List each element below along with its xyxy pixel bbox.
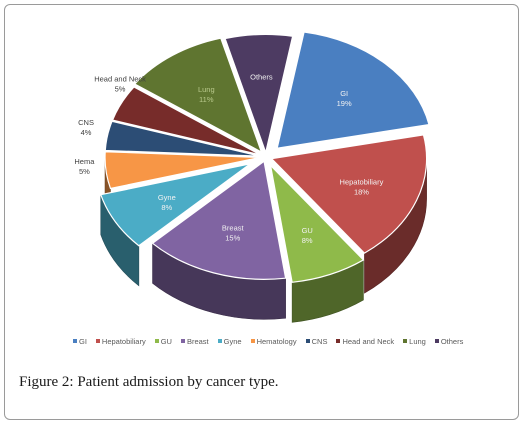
legend-swatch [403,339,408,343]
legend-label: CNS [311,336,328,346]
legend-swatch [434,339,439,343]
legend-label: GU [160,336,172,346]
legend-item-breast: Breast [180,336,209,346]
pie-value-lung: 11% [199,95,214,104]
legend-swatch [95,339,100,343]
legend-label: Breast [186,336,209,346]
legend-label: GI [79,336,87,346]
pie-slice-gyne [99,163,251,247]
pie-label-hema: Hema [74,157,95,166]
legend-item-hematology: Hematology [250,336,297,346]
pie-slice-hepatobiliary [270,134,428,254]
pie-slice-gi [276,31,430,149]
pie-slice-gu [269,163,365,283]
chart-legend: GI Hepatobiliary GU Breast Gyne Hematology CNS… [73,333,513,349]
pie-chart: GI19%Hepatobiliary18%GU8%Breast15%Gyne8%… [74,31,430,323]
pie-label-others: Others [250,72,273,81]
chart-panel: GI 19% Hepatobiliary 18% GU 8% Breast 15% Gyne 8%… [19,15,516,355]
pie-slice-head-and-neck [111,86,261,156]
legend-item-others: Others [434,336,464,346]
pie-label-gi: GI [340,89,348,98]
pie-value-gyne: 8% [161,203,172,212]
legend-item-head-and-neck: Head and Neck [336,337,394,346]
legend-item-gyne: Gyne [217,336,242,346]
legend-swatch [305,339,310,343]
pie-label-gyne: Gyne [158,193,176,202]
pie-value-breast: 15% [225,233,240,242]
pie-label-lung: Lung [198,85,215,94]
legend-swatch [73,339,77,343]
legend-label: Hepatobiliary [101,336,146,346]
pie-value-head-and-neck: 5% [115,85,126,94]
legend-swatch [217,339,222,343]
pie-value-hepatobiliary: 18% [354,188,369,197]
legend-swatch [250,339,255,343]
legend-label: Hematology [256,336,297,346]
legend-item-gi: GI [73,337,87,346]
pie-slice-others [224,33,294,155]
legend-swatch [180,339,185,343]
legend-swatch [336,339,341,343]
legend-label: Gyne [223,336,242,346]
legend-item-lung: Lung [403,337,426,346]
legend-item-cns: CNS [305,336,328,346]
legend-item-hepatobiliary: Hepatobiliary [95,336,146,346]
pie-value-gi: 19% [337,99,352,108]
pie-value-hema: 5% [79,167,90,176]
pie-slice-lung [133,37,263,154]
pie-label-head-and-neck: Head and Neck [94,75,146,84]
legend-label: Lung [409,336,426,346]
legend-label: Others [440,336,464,346]
figure-caption: Figure 2: Patient admission by cancer ty… [19,374,509,391]
legend-item-gu: GU [154,336,172,346]
figure-frame: GI 19% Hepatobiliary 18% GU 8% Breast 15% Gyne 8%… [4,4,519,420]
pie-value-cns: 4% [81,128,92,137]
pie-label-breast: Breast [222,223,245,232]
pie-label-gu: GU [302,226,313,235]
pie-slice-hema [104,151,261,190]
pie-slice-cns [104,120,261,157]
legend-swatch [154,339,159,343]
figure-caption-label: Figure 2: [19,374,74,390]
pie-slice-breast [151,160,287,280]
pie-label-cns: CNS [78,118,94,127]
figure-caption-text: Patient admission by cancer type. [73,374,279,390]
pie-label-hepatobiliary: Hepatobiliary [340,178,384,187]
legend-label: Head and Neck [342,336,395,346]
pie-value-gu: 8% [302,236,313,245]
